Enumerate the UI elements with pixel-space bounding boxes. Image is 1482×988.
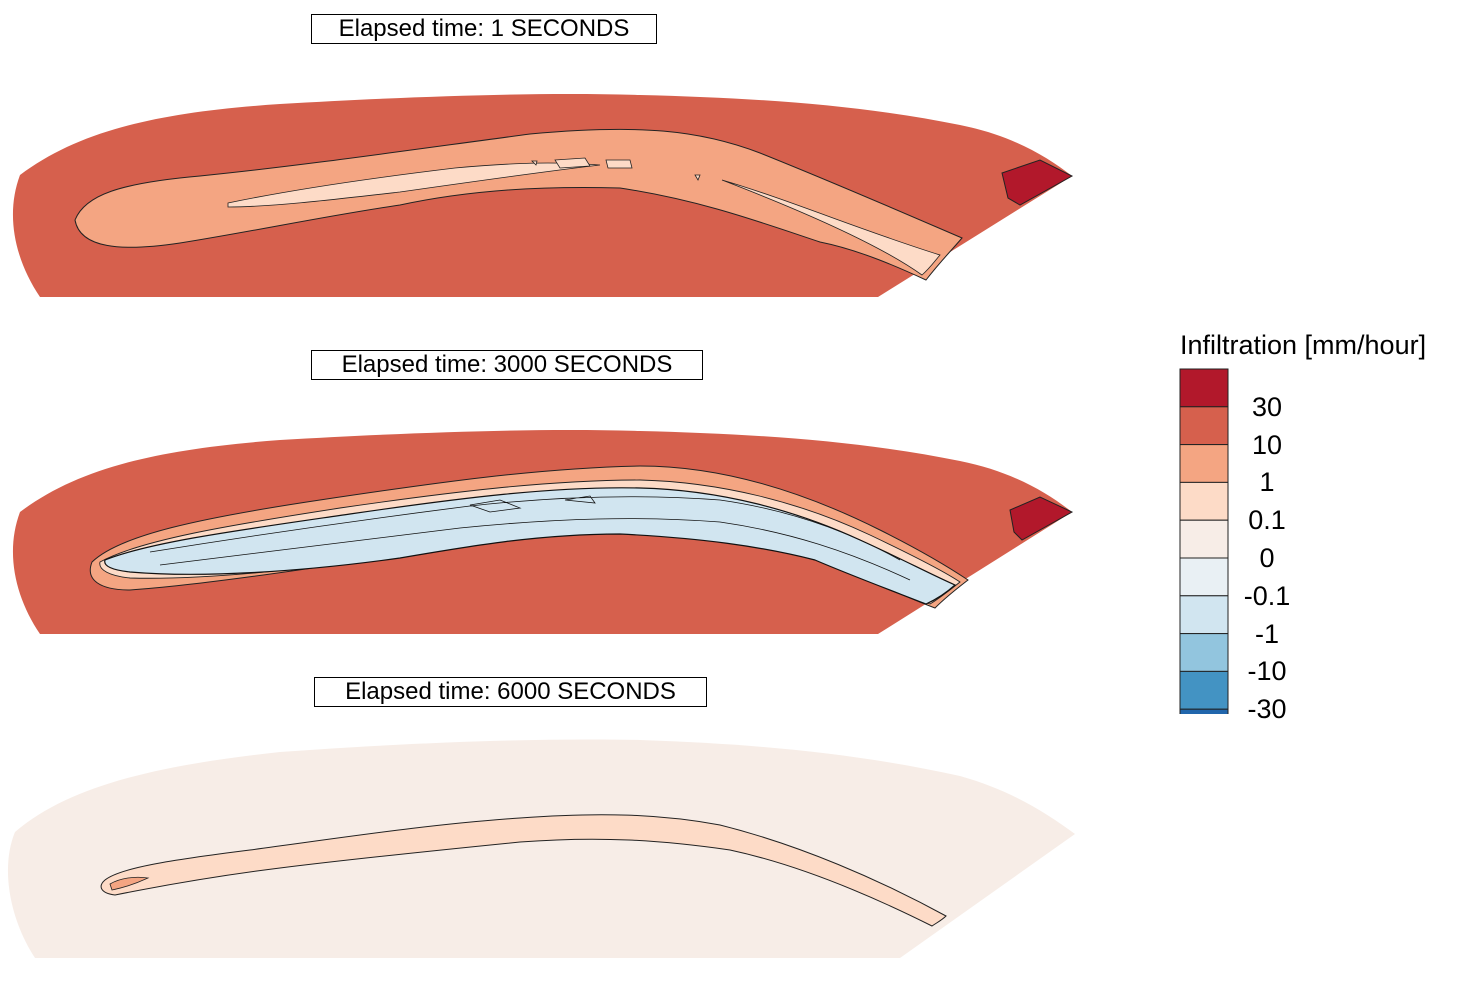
map-panel-3 — [7, 739, 1076, 958]
legend-label: 0.1 — [1248, 505, 1286, 536]
field-region — [12, 94, 1073, 297]
band-0-1 — [100, 814, 947, 927]
legend-swatch — [1179, 368, 1229, 408]
map-panel-1 — [12, 94, 1074, 297]
panel-title-2: Elapsed time: 3000 SECONDS — [311, 350, 703, 380]
legend-title: Infiltration [mm/hour] — [1180, 330, 1427, 360]
legend-swatch — [1179, 444, 1229, 483]
patch-1-10 — [109, 876, 150, 891]
legend-label: 30 — [1251, 391, 1283, 422]
legend-swatch — [1179, 670, 1229, 710]
panel-title-1: Elapsed time: 1 SECONDS — [311, 14, 657, 44]
contour-lines — [149, 495, 911, 581]
legend-label: -30 — [1247, 694, 1287, 725]
legend-swatch — [1179, 481, 1229, 521]
legend-swatch — [1179, 519, 1229, 559]
legend-label: -10 — [1247, 656, 1287, 687]
band-1-10 — [74, 128, 963, 281]
legend-label: 10 — [1251, 429, 1283, 460]
max-patch — [1001, 159, 1074, 206]
max-patch — [1009, 496, 1074, 541]
legend-label: 0 — [1259, 543, 1275, 573]
field-region — [7, 739, 1076, 958]
band-neg — [104, 487, 957, 605]
legend-swatch — [1179, 406, 1229, 446]
small-patches — [531, 157, 701, 181]
band-0-1-tail — [721, 179, 941, 276]
map-panel-2 — [12, 430, 1074, 634]
legend-label: 1 — [1259, 467, 1275, 498]
legend-label: -1 — [1254, 618, 1279, 649]
panel-title-3: Elapsed time: 6000 SECONDS — [314, 677, 707, 707]
band-0-1 — [227, 162, 601, 208]
legend-swatch — [1179, 557, 1229, 597]
legend-swatch — [1179, 595, 1229, 635]
legend-colorbar — [1179, 368, 1229, 714]
legend-label: -0.1 — [1243, 580, 1291, 611]
legend-swatch — [1179, 708, 1229, 714]
